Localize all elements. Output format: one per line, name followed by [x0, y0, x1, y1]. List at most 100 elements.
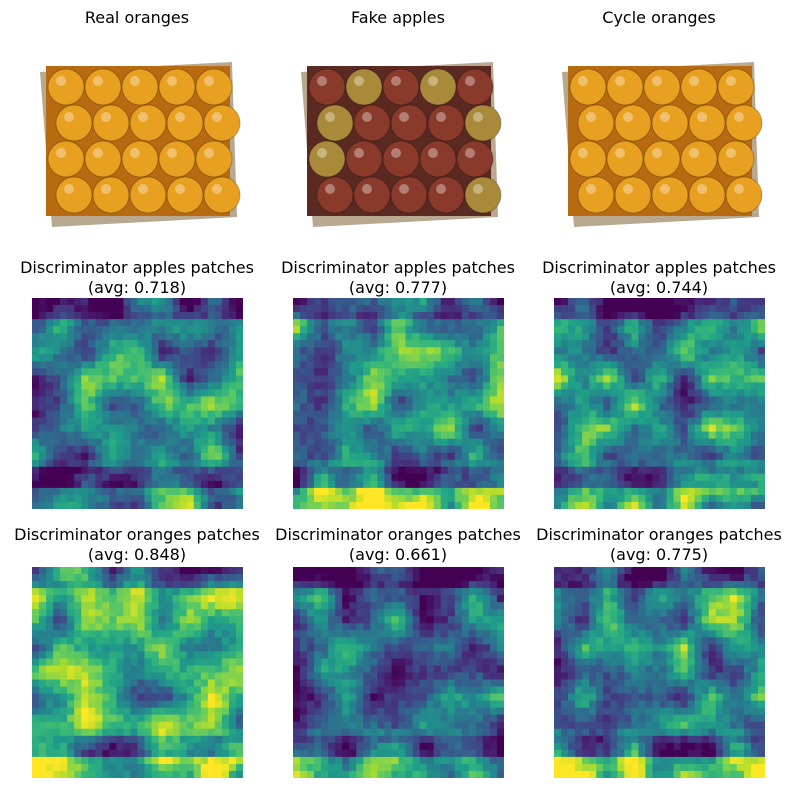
heatmap-cell [722, 417, 731, 425]
heatmap-cell [736, 501, 745, 509]
heatmap-cell [461, 305, 470, 313]
heatmap-cell [307, 567, 315, 575]
heatmap-cell [95, 466, 103, 475]
heatmap-cell [151, 298, 159, 306]
heatmap-cell [207, 473, 216, 482]
highlight [354, 76, 364, 86]
heatmap-cell [81, 623, 89, 631]
heatmap-cell [561, 494, 569, 503]
heatmap-cell [349, 763, 357, 772]
heatmap-cell [412, 616, 420, 624]
heatmap-cell [235, 305, 243, 313]
heatmap-cell [116, 770, 124, 778]
heatmap-cell [214, 431, 223, 440]
heatmap-cell [335, 396, 343, 404]
heatmap-cell [384, 473, 392, 482]
heatmap-cell [652, 581, 660, 589]
heatmap-cell [144, 452, 152, 461]
heatmap-cell [561, 602, 569, 610]
heatmap-cell [729, 410, 738, 418]
heatmap-cell [335, 403, 343, 411]
heatmap-cell [349, 459, 357, 468]
heatmap-cell [314, 347, 322, 355]
heatmap-cell [53, 770, 61, 778]
heatmap-cell [39, 438, 47, 447]
heatmap-cell [673, 326, 681, 334]
heatmap-cell [356, 431, 364, 440]
heatmap-cell [482, 756, 491, 765]
heatmap-cell [151, 728, 159, 737]
heatmap-cell [102, 665, 110, 673]
heatmap-cell [708, 298, 717, 306]
heatmap-cell [554, 361, 562, 369]
heatmap-cell [335, 679, 343, 687]
heatmap-cell [673, 431, 681, 440]
heatmap-cell [440, 567, 449, 575]
heatmap-cell [165, 693, 174, 702]
heatmap-cell [363, 480, 371, 489]
heatmap-cell [46, 721, 54, 730]
heatmap-cell [349, 749, 357, 758]
heatmap-cell [356, 672, 364, 680]
heatmap-cell [293, 501, 301, 509]
heatmap-cell [74, 354, 82, 362]
heatmap-cell [200, 501, 209, 509]
heatmap-cell [158, 389, 167, 397]
heatmap-cell [207, 382, 216, 390]
heatmap-grid [32, 567, 243, 778]
heatmap-cell [680, 487, 689, 496]
heatmap-cell [356, 417, 364, 425]
heatmap-cell [74, 756, 82, 765]
heatmap-cell [645, 305, 653, 313]
heatmap-cell [293, 361, 301, 369]
heatmap-cell [482, 333, 491, 341]
heatmap-cell [468, 693, 477, 702]
heatmap-cell [617, 410, 625, 418]
heatmap-cell [603, 588, 611, 596]
heatmap-cell [377, 501, 385, 509]
heatmap-cell [363, 445, 371, 454]
heatmap-cell [652, 326, 660, 334]
heatmap-cell [384, 742, 392, 751]
heatmap-cell [673, 602, 681, 610]
heatmap-cell [321, 396, 329, 404]
heatmap-cell [617, 396, 625, 404]
heatmap-cell [461, 501, 470, 509]
heatmap-cell [32, 438, 40, 447]
heatmap-cell [384, 403, 392, 411]
heatmap-cell [321, 672, 329, 680]
heatmap-cell [221, 494, 230, 503]
heatmap-cell [151, 501, 159, 509]
heatmap-cell [610, 480, 618, 489]
heatmap-cell [561, 424, 569, 433]
heatmap-cell [610, 623, 618, 631]
heatmap-cell [377, 347, 385, 355]
heatmap-cell [468, 714, 477, 723]
heatmap-cell [454, 616, 463, 624]
heatmap-cell [454, 396, 463, 404]
heatmap-cell [701, 361, 710, 369]
heatmap-cell [363, 494, 371, 503]
heatmap-cell [349, 630, 357, 638]
heatmap-cell [342, 630, 350, 638]
heatmap-cell [554, 487, 562, 496]
heatmap-cell [750, 410, 759, 418]
heatmap-cell [701, 438, 710, 447]
heatmap-cell [356, 707, 364, 716]
heatmap-cell [561, 368, 569, 376]
heatmap-cell [74, 410, 82, 418]
heatmap-cell [95, 480, 103, 489]
heatmap-cell [186, 651, 195, 659]
heatmap-cell [433, 700, 442, 709]
heatmap-cell [743, 602, 752, 610]
heatmap-cell [102, 305, 110, 313]
heatmap-cell [109, 742, 117, 751]
heatmap-cell [60, 735, 68, 744]
heatmap-cell [307, 494, 315, 503]
heatmap-cell [172, 749, 181, 758]
heatmap-cell [554, 459, 562, 468]
heatmap-cell [172, 770, 181, 778]
heatmap-cell [335, 452, 343, 461]
heatmap-cell [321, 417, 329, 425]
heatmap-cell [46, 693, 54, 702]
